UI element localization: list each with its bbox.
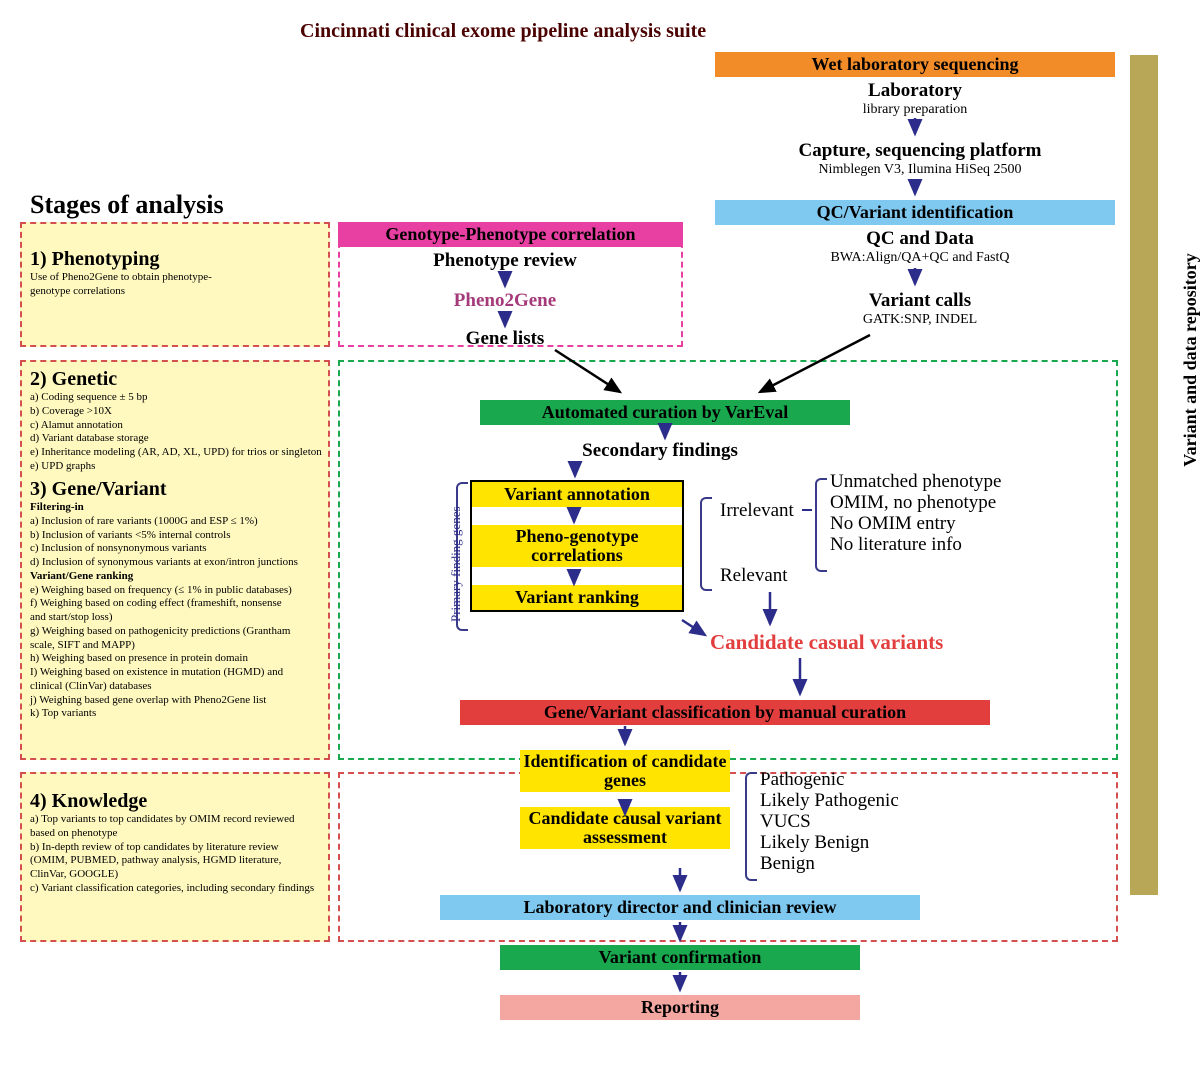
arrows-layer	[0, 0, 1200, 1080]
